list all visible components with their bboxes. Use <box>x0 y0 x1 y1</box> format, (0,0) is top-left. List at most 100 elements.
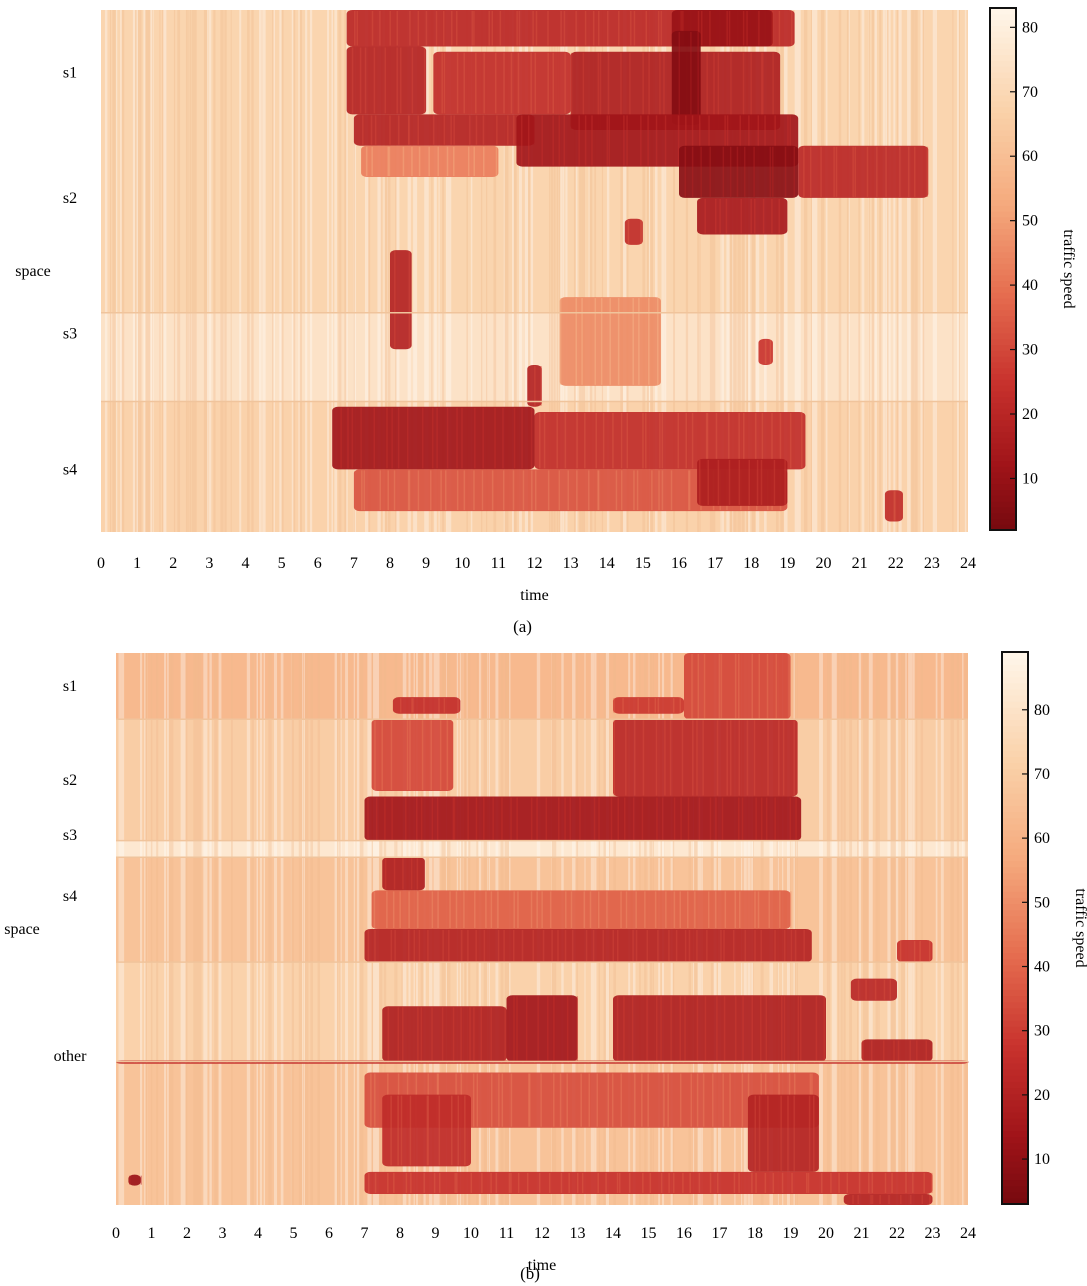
congestion-streak <box>664 720 666 796</box>
heatmap-streak <box>780 10 783 532</box>
congestion-region <box>390 250 412 350</box>
colorbar-step <box>1002 964 1028 972</box>
congestion-streak <box>852 146 854 197</box>
congestion-streak <box>504 1007 506 1061</box>
congestion-streak <box>885 146 887 197</box>
heatmap-streak <box>720 10 724 532</box>
congestion-streak <box>534 365 536 406</box>
congestion-streak <box>584 11 587 46</box>
x-tick-label: 19 <box>783 1225 799 1242</box>
heatmap-streak <box>895 653 899 1205</box>
congestion-streak <box>417 11 420 46</box>
colorbar-step <box>990 158 1016 166</box>
x-tick-label: 19 <box>779 555 795 572</box>
heatmap-streak <box>252 653 254 1205</box>
heatmap-streak <box>909 653 913 1205</box>
colorbar-step <box>990 332 1016 340</box>
heatmap-streak <box>356 653 360 1205</box>
congestion-streak <box>738 1172 740 1193</box>
heatmap-streak <box>857 653 861 1205</box>
colorbar-step <box>1002 1020 1028 1027</box>
heatmap-streak <box>664 10 667 532</box>
x-tick-label: 0 <box>112 1225 120 1242</box>
heatmap-streak <box>833 653 837 1205</box>
x-tick-label: 10 <box>454 555 470 572</box>
congestion-streak <box>668 930 670 962</box>
x-tick-label: 9 <box>422 555 430 572</box>
colorbar-step <box>1002 1118 1028 1125</box>
heatmap-streak <box>733 10 737 532</box>
congestion-region <box>382 857 425 891</box>
colorbar-tick-label: 80 <box>1034 702 1050 719</box>
congestion-streak <box>755 1172 757 1193</box>
heatmap-streak <box>434 10 437 532</box>
congestion-streak <box>654 891 657 928</box>
congestion-streak <box>549 891 552 928</box>
congestion-streak <box>351 47 354 114</box>
congestion-streak <box>765 797 768 840</box>
space-label: s4 <box>63 888 77 905</box>
panel-label: (b) <box>520 1264 540 1283</box>
heatmap-streak <box>820 10 825 532</box>
congestion-region <box>679 145 799 198</box>
congestion-region <box>392 697 461 714</box>
heatmap-streak <box>169 653 172 1205</box>
colorbar-step <box>1002 983 1028 990</box>
colorbar-step <box>1002 891 1028 898</box>
congestion-streak <box>579 797 581 840</box>
congestion-streak <box>384 47 387 114</box>
heatmap-streak <box>118 653 121 1205</box>
x-tick-label: 17 <box>712 1225 728 1242</box>
congestion-streak <box>553 1073 555 1127</box>
congestion-streak <box>663 1073 665 1127</box>
heatmap-streak <box>623 10 626 532</box>
heatmap-streak <box>272 10 274 532</box>
congestion-streak <box>709 146 711 197</box>
colorbar-step <box>990 309 1016 316</box>
congestion-streak <box>361 470 363 511</box>
congestion-streak <box>709 11 711 46</box>
congestion-region <box>850 978 897 1001</box>
heatmap-streak <box>442 10 444 532</box>
congestion-streak <box>371 11 374 46</box>
heatmap-streak <box>151 10 154 532</box>
heatmap-streak <box>559 10 563 532</box>
colorbar-step <box>1002 1056 1028 1064</box>
heatmap-streak <box>741 10 745 532</box>
heatmap-streak <box>834 653 837 1205</box>
heatmap-streak <box>193 10 197 532</box>
y-axis-label: space <box>4 921 40 938</box>
congestion-region <box>613 719 798 797</box>
congestion-streak <box>473 11 475 46</box>
congestion-streak <box>646 930 649 962</box>
congestion-streak <box>560 1172 563 1193</box>
congestion-streak <box>723 996 726 1061</box>
congestion-streak <box>729 720 732 796</box>
heatmap-streak <box>194 653 199 1205</box>
congestion-streak <box>379 470 382 511</box>
congestion-streak <box>767 1095 769 1171</box>
heatmap-streak <box>935 653 938 1205</box>
heatmap-streak <box>898 10 902 532</box>
congestion-streak <box>626 115 628 166</box>
heatmap-streak <box>874 10 877 532</box>
congestion-streak <box>536 797 538 840</box>
colorbar-step <box>990 390 1016 398</box>
congestion-streak <box>629 52 631 130</box>
congestion-streak <box>558 470 561 511</box>
congestion-streak <box>363 470 366 511</box>
congestion-streak <box>781 1172 784 1193</box>
congestion-streak <box>889 979 892 1000</box>
congestion-streak <box>616 1172 619 1193</box>
heatmap-streak <box>209 10 212 532</box>
heatmap-streak <box>247 653 249 1205</box>
heatmap-streak <box>256 653 259 1205</box>
colorbar-step <box>1002 756 1028 763</box>
heatmap-streak <box>810 10 813 532</box>
colorbar-step <box>990 414 1016 421</box>
congestion-region <box>371 719 454 791</box>
congestion-streak <box>417 891 419 928</box>
congestion-streak <box>600 298 603 385</box>
congestion-streak <box>606 891 608 928</box>
congestion-streak <box>830 1172 832 1193</box>
